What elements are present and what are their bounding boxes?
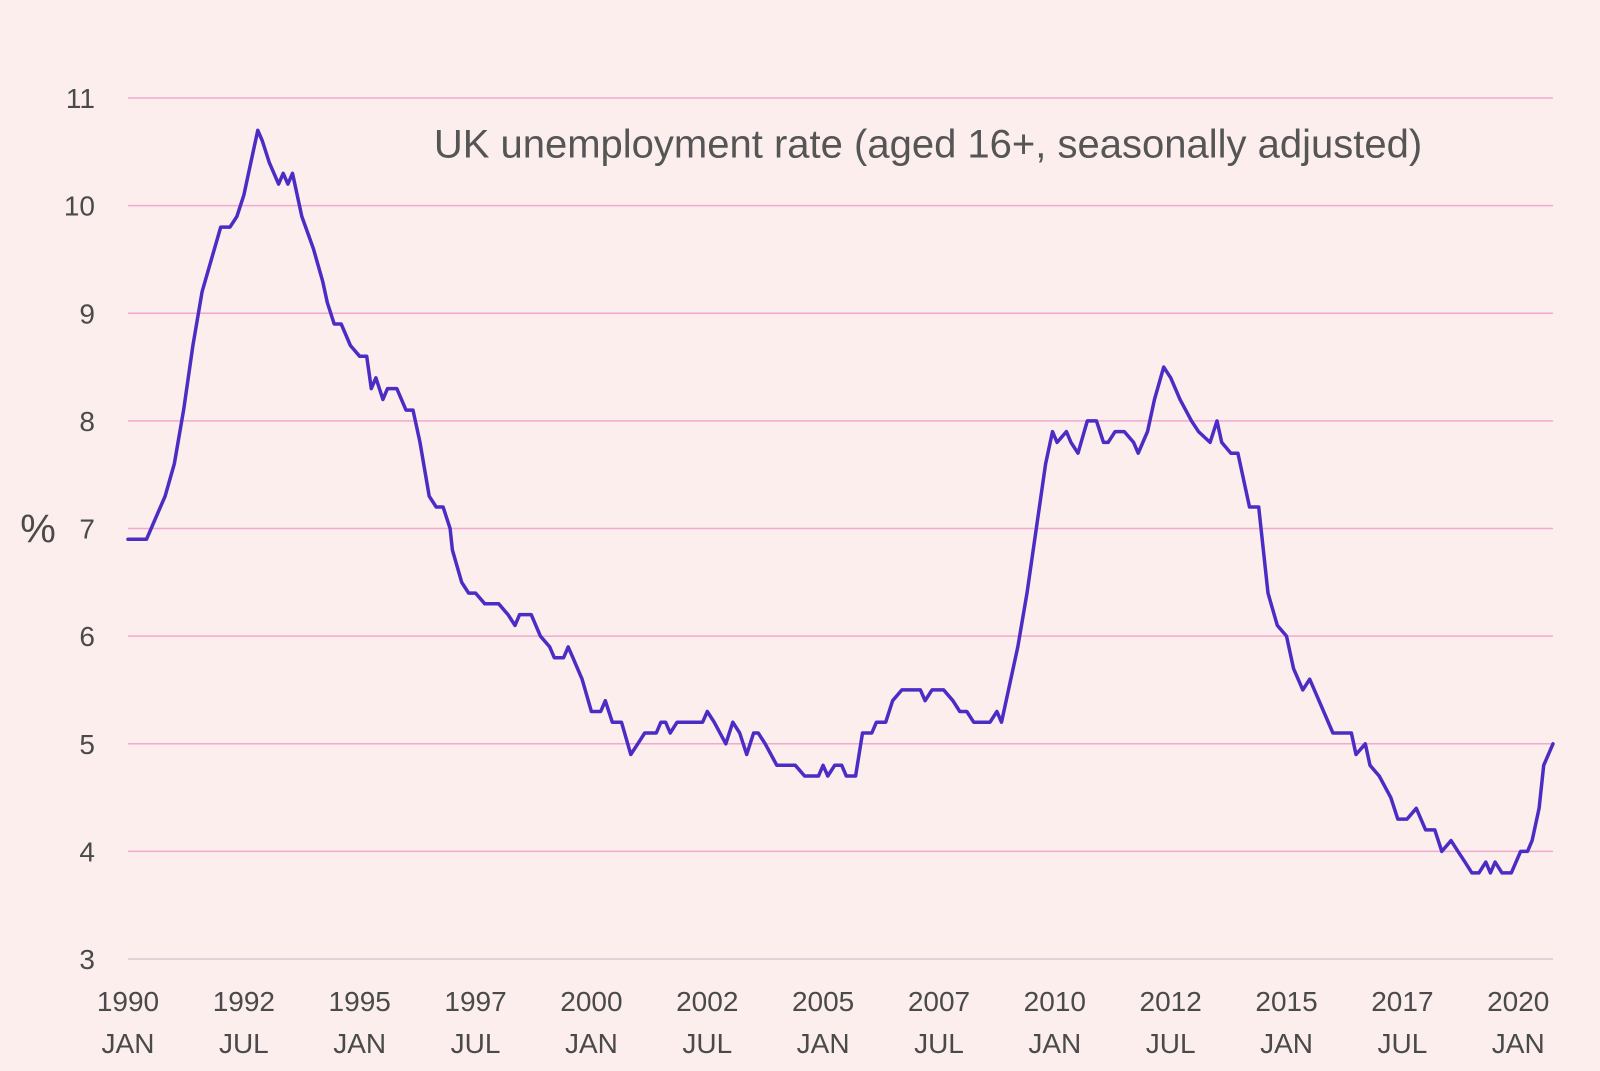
- x-tick-year: 1990: [97, 986, 159, 1017]
- gridlines: [128, 97, 1553, 960]
- x-tick-month: JAN: [1492, 1028, 1545, 1059]
- y-tick-label: 8: [79, 406, 95, 437]
- x-tick-year: 1995: [329, 986, 391, 1017]
- x-tick-month: JUL: [914, 1028, 964, 1059]
- y-tick-label: 10: [64, 191, 95, 222]
- x-tick-month: JAN: [565, 1028, 618, 1059]
- x-tick-month: JUL: [682, 1028, 732, 1059]
- x-tick-month: JAN: [1028, 1028, 1081, 1059]
- series-layer: [126, 128, 1555, 875]
- x-tick-month: JUL: [1146, 1028, 1196, 1059]
- series-line-0: [126, 128, 1555, 875]
- x-axis-ticks: 1990 JAN 1992 JUL 1995 JAN 1997 JUL 2000 JAN 2002 J…: [97, 986, 1550, 1059]
- x-tick-month: JAN: [1260, 1028, 1313, 1059]
- x-tick-year: 1992: [213, 986, 275, 1017]
- y-tick-label: 6: [79, 621, 95, 652]
- x-tick-month: JAN: [333, 1028, 386, 1059]
- x-tick-year: 2012: [1140, 986, 1202, 1017]
- y-tick-label: 7: [79, 514, 95, 545]
- y-tick-label: 9: [79, 298, 95, 329]
- x-tick-year: 2017: [1371, 986, 1433, 1017]
- x-tick-month: JAN: [102, 1028, 155, 1059]
- y-tick-label: 3: [79, 944, 95, 975]
- x-tick-month: JUL: [451, 1028, 501, 1059]
- x-tick-month: JUL: [1377, 1028, 1427, 1059]
- x-tick-year: 2007: [908, 986, 970, 1017]
- x-tick-year: 2010: [1024, 986, 1086, 1017]
- y-tick-label: 5: [79, 729, 95, 760]
- x-tick-year: 2015: [1255, 986, 1317, 1017]
- x-tick-year: 2002: [676, 986, 738, 1017]
- y-tick-label: 11: [66, 83, 95, 114]
- y-axis-ticks: 3 4 5 6 7 8 9 10 11: [64, 83, 95, 975]
- x-tick-year: 1997: [444, 986, 506, 1017]
- x-tick-month: JUL: [219, 1028, 269, 1059]
- x-tick-year: 2020: [1487, 986, 1549, 1017]
- y-axis-label: %: [20, 508, 56, 552]
- y-tick-label: 4: [79, 836, 95, 867]
- x-tick-year: 2005: [792, 986, 854, 1017]
- x-tick-month: JAN: [797, 1028, 850, 1059]
- x-tick-year: 2000: [560, 986, 622, 1017]
- chart-title: UK unemployment rate (aged 16+, seasonal…: [434, 123, 1422, 167]
